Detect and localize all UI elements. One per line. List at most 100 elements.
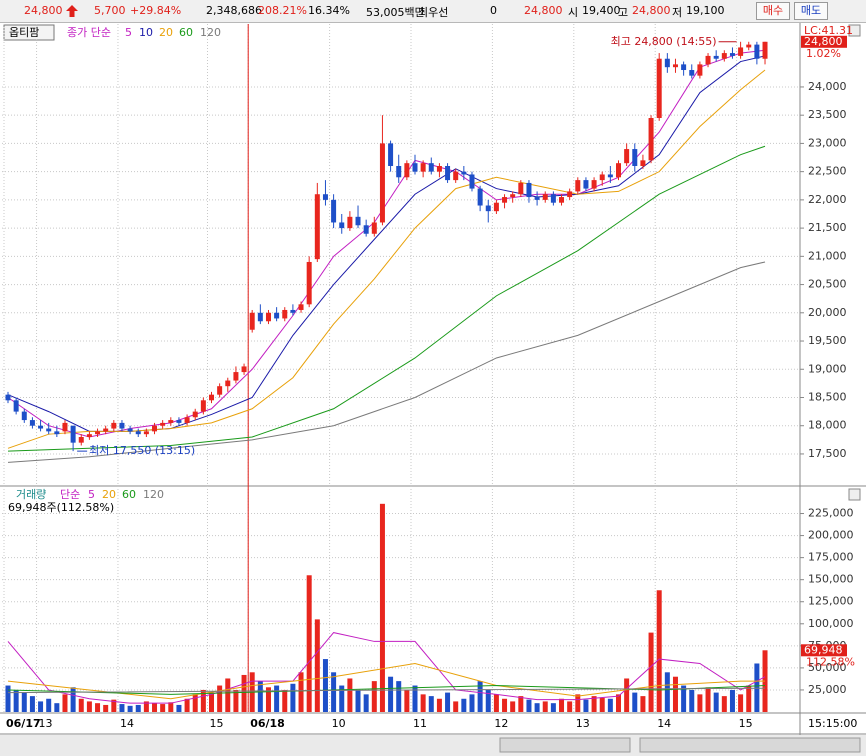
volume-bar [176,704,182,712]
x-tick-label: 10 [332,717,346,730]
volume-bar [624,678,630,712]
candle-body [78,437,84,443]
y-tick-label: 21,000 [808,249,847,262]
legend-item: 20 [159,26,173,39]
high: 24,800 [632,4,671,17]
volume-bar [209,692,214,712]
candle-body [371,222,377,234]
volume-bar [371,681,377,712]
volume-bar [697,694,703,712]
candle-body [192,411,198,418]
y-tick-label: 150,000 [808,573,854,586]
legend-item: 60 [179,26,193,39]
volume-bar [168,702,174,712]
volume-bar [29,696,35,712]
volume: 2,348,686 [206,4,262,17]
legend-item: 120 [143,488,164,501]
open: 19,400 [582,4,621,17]
volume-bar [526,699,532,712]
high-note: 최고 24,800 (14:55) [611,35,717,48]
volume-bar [298,672,304,712]
buy-button[interactable]: 매수 [756,2,790,20]
volume-bar [46,698,52,712]
volume-bar [428,696,434,712]
volume-bar [233,689,239,712]
candle-body [298,304,304,310]
candle-body [469,174,475,189]
volume-bar [38,701,44,712]
volume-bar [738,694,744,712]
candle-body [689,70,695,76]
volume-bar [502,698,508,712]
candle-body [534,197,540,200]
x-tick-label: 06/17 [6,717,41,730]
y-tick-label: 225,000 [808,507,854,520]
volume-bar [445,692,451,712]
x-tick-label: 13 [576,717,590,730]
candle-body [754,44,760,59]
volume-bar [583,699,589,712]
high-label: 고 [618,6,629,19]
volume-bar [436,698,442,712]
x-tick-label: 13 [39,717,53,730]
candle-body [599,174,605,181]
volume-bar [282,689,288,712]
volume-bar [493,694,499,712]
low: 19,100 [686,4,725,17]
volume-bar [347,678,353,712]
volume-bar [274,685,280,712]
y-tick-label: 23,500 [808,108,847,121]
candle-body [379,143,385,223]
candle-body [217,386,223,395]
time-label: 15:15:00 [808,717,857,730]
y-tick-label: 19,500 [808,334,847,347]
y-tick-label: 175,000 [808,551,854,564]
volume-bar [616,694,621,712]
volume-bar [607,698,613,712]
candle-body [746,44,752,48]
volume-bar [70,687,76,712]
volume-bar [721,696,727,712]
candle-body [559,197,565,203]
candle-body [632,149,638,166]
volume-bar [95,703,101,712]
ma-line [7,687,766,694]
candle-body [493,202,499,212]
low-note: 최저 17,550 (13:15) [89,444,195,457]
legend-label: 종가 단순 [67,26,111,39]
volume-bar [331,672,337,712]
amount: 53,005백만 [366,6,425,19]
volume-bar [290,683,296,712]
volume-bar [746,685,752,712]
candle-body [5,394,11,401]
chart: 17,500 18,000 18,500 19,000 19,500 20,000 20,5… [0,23,866,756]
y-tick-label: 22,000 [808,193,847,206]
volume-bar [184,698,190,712]
sell-button[interactable]: 매도 [794,2,828,20]
candle-body [95,431,101,435]
candle-body [550,194,556,203]
up-arrow [66,5,78,17]
volume-bar [265,687,271,712]
candle-body [143,431,149,435]
candle-body [705,55,711,65]
candle-body [176,420,182,423]
volume-ratio: 208.21% [258,4,307,17]
y-tick-label: 125,000 [808,595,854,608]
candle-body [62,422,68,432]
volume-bar [559,698,565,712]
candle-body [664,58,670,68]
low-label: 저 [672,6,683,19]
change: 5,700 [94,4,126,17]
candle-body [274,312,280,319]
volume-bar [477,681,483,712]
candle-body [331,199,337,223]
volume-value-label: 69,948 [804,643,843,656]
y-tick-label: 23,000 [808,136,847,149]
legend-item: 5 [88,488,95,501]
volume-bar [412,685,418,712]
volume-bar [13,689,19,712]
legend-item: 20 [102,488,116,501]
candle-body [420,163,426,172]
